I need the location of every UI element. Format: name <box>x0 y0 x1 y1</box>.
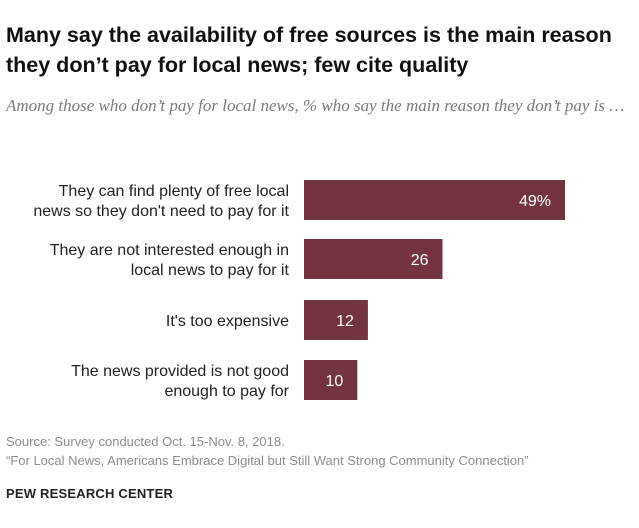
category-label-line: The news provided is not good <box>71 363 289 380</box>
brand-logo-text: PEW RESEARCH CENTER <box>6 486 174 501</box>
source-line: Source: Survey conducted Oct. 15-Nov. 8,… <box>6 434 285 449</box>
bar-value-label: 12 <box>336 313 354 330</box>
chart-title: Many say the availability of free source… <box>6 23 612 77</box>
report-title-line: “For Local News, Americans Embrace Digit… <box>6 453 529 468</box>
category-label-line: local news to pay for it <box>131 262 290 279</box>
bar <box>304 360 358 400</box>
category-label-line: enough to pay for <box>164 383 289 400</box>
category-label-line: news so they don't need to pay for it <box>33 203 289 220</box>
chart-subtitle: Among those who don’t pay for local news… <box>6 96 625 115</box>
bar-value-label: 26 <box>411 252 429 269</box>
category-label: They can find plenty of free local news s… <box>33 183 289 220</box>
source-note: Source: Survey conducted Oct. 15-Nov. 8,… <box>6 432 529 470</box>
bar <box>304 300 368 340</box>
category-label: They are not interested enough in local n… <box>50 242 290 279</box>
bar <box>304 239 443 279</box>
category-label-line: They can find plenty of free local <box>59 183 289 200</box>
bar-value-label: 10 <box>326 373 344 390</box>
bar-value-label: 49% <box>519 193 551 210</box>
category-label-line: They are not interested enough in <box>50 242 289 259</box>
category-label: The news provided is not good enough to p… <box>71 363 290 400</box>
category-label: It's too expensive <box>166 313 289 330</box>
category-label-line: It's too expensive <box>166 313 289 330</box>
bar <box>304 180 565 220</box>
